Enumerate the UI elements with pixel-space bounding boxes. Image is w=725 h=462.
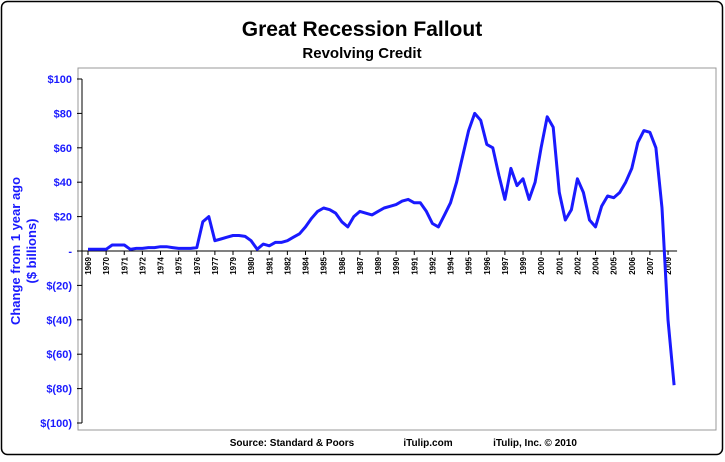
x-tick-label: 1976	[193, 256, 202, 274]
x-tick-label: 2004	[592, 256, 601, 274]
footer-copyright: iTulip, Inc. © 2010	[493, 438, 577, 449]
x-tick-label: 1990	[392, 256, 401, 274]
chart-title: Great Recession Fallout	[242, 18, 482, 41]
y-tick-label: $(100)	[40, 418, 72, 430]
x-tick-label: 1997	[501, 256, 510, 274]
x-tick-label: 1981	[265, 256, 274, 274]
y-axis-title: Change from 1 year ago ($ billions)	[8, 177, 39, 325]
chart-subtitle: Revolving Credit	[302, 45, 421, 62]
x-tick-label: 1971	[120, 256, 129, 274]
footer-site: iTulip.com	[403, 438, 452, 449]
x-tick-label: 1970	[102, 256, 111, 274]
x-tick-label: 2007	[646, 256, 655, 274]
x-tick-label: 1972	[138, 256, 147, 274]
y-tick-label: $80	[54, 108, 72, 120]
y-tick-label: $(80)	[46, 384, 72, 396]
x-tick-label: 2001	[555, 256, 564, 274]
x-tick-label: 1999	[519, 256, 528, 274]
y-tick-label: $20	[54, 212, 72, 224]
plot-border	[77, 67, 717, 431]
y-tick-label: $40	[54, 177, 72, 189]
x-tick-label: 1989	[374, 256, 383, 274]
series-line	[88, 111, 676, 386]
x-tick-label: 2000	[537, 256, 546, 274]
x-tick-label: 1979	[229, 256, 238, 274]
x-tick-label: 1985	[320, 256, 329, 274]
y-tick-label: $(20)	[46, 280, 72, 292]
x-tick-label: 1982	[283, 256, 292, 274]
x-tick-label: 1986	[338, 256, 347, 274]
x-tick-label: 1969	[84, 256, 93, 274]
x-tick-label: 1996	[483, 256, 492, 274]
y-tick-label: -	[68, 246, 72, 258]
x-tick-label: 2006	[628, 256, 637, 274]
x-tick-label: 1994	[447, 256, 456, 274]
x-tick-label: 1980	[247, 256, 256, 274]
y-axis-title-line: ($ billions)	[24, 219, 39, 284]
x-tick-label: 1974	[157, 256, 166, 274]
x-tick-label: 1987	[356, 256, 365, 274]
x-tick-label: 1991	[410, 256, 419, 274]
x-tick-label: 2009	[664, 256, 673, 274]
y-tick-label: $100	[48, 74, 72, 86]
y-tick-label: $60	[54, 143, 72, 155]
x-tick-label: 1995	[465, 256, 474, 274]
y-tick-label: $(60)	[46, 349, 72, 361]
y-tick-label: $(40)	[46, 315, 72, 327]
x-tick-label: 1975	[175, 256, 184, 274]
x-tick-label: 1984	[302, 256, 311, 274]
x-tick-label: 2005	[610, 256, 619, 274]
x-tick-label: 1992	[428, 256, 437, 274]
footer-source: Source: Standard & Poors	[230, 438, 355, 449]
x-tick-label: 2002	[573, 256, 582, 274]
y-axis-title-line: Change from 1 year ago	[8, 177, 23, 325]
x-tick-label: 1977	[211, 256, 220, 274]
